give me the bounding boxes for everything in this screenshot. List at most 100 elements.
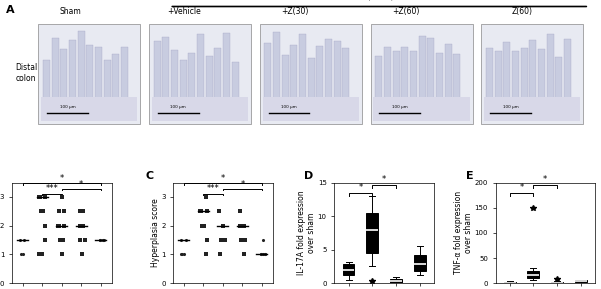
Bar [206, 56, 213, 99]
Bar [418, 36, 426, 99]
Bar [112, 54, 119, 99]
Point [220, 238, 230, 242]
Point [256, 252, 266, 257]
Bar [41, 97, 138, 121]
Bar [334, 41, 341, 99]
Point [195, 209, 205, 214]
Point [98, 238, 108, 242]
Point [218, 223, 228, 228]
Point [202, 209, 212, 214]
Text: 100 μm: 100 μm [59, 105, 75, 109]
Bar [373, 97, 469, 121]
Bar [264, 43, 272, 99]
Point [179, 252, 189, 257]
Point [56, 252, 66, 257]
Bar [215, 48, 221, 99]
Bar [410, 51, 417, 99]
Bar [263, 97, 359, 121]
Point [235, 223, 245, 228]
Bar [103, 60, 111, 99]
Text: *: * [382, 175, 386, 184]
Bar [453, 54, 460, 99]
Bar [384, 47, 391, 99]
Bar [188, 53, 195, 99]
Bar [273, 32, 280, 99]
Point [40, 223, 50, 228]
PathPatch shape [390, 279, 402, 283]
Bar [152, 97, 248, 121]
Point [196, 209, 206, 214]
Text: Sham: Sham [59, 7, 81, 16]
Text: *: * [240, 180, 245, 189]
Point [201, 195, 211, 199]
Text: 100 μm: 100 μm [502, 105, 518, 109]
Point [235, 209, 245, 214]
Point [55, 223, 64, 228]
Point [236, 238, 246, 242]
Point [20, 238, 29, 242]
Point [40, 195, 50, 199]
Point [99, 238, 109, 242]
Y-axis label: IL-17A fold expression
over sham: IL-17A fold expression over sham [297, 191, 316, 275]
Point [201, 252, 211, 257]
Bar [43, 60, 50, 99]
Point [256, 252, 266, 257]
PathPatch shape [551, 282, 563, 283]
Point [35, 195, 44, 199]
PathPatch shape [367, 213, 378, 253]
Point [38, 252, 47, 257]
Bar [436, 53, 443, 99]
Point [75, 238, 85, 242]
Point [201, 195, 211, 199]
Text: +Vehicle: +Vehicle [167, 7, 201, 16]
Point [236, 223, 246, 228]
Point [215, 209, 224, 214]
Text: Distal
colon: Distal colon [15, 63, 37, 83]
Text: *: * [59, 174, 64, 183]
Bar [260, 25, 362, 124]
Point [98, 238, 108, 242]
Bar [371, 25, 472, 124]
Bar [180, 60, 187, 99]
Point [96, 238, 105, 242]
Point [40, 238, 49, 242]
Point [75, 209, 85, 214]
Point [220, 238, 230, 242]
Bar [171, 50, 178, 99]
Bar [512, 51, 519, 99]
Bar [162, 37, 169, 99]
Point [218, 223, 228, 228]
Bar [308, 58, 315, 99]
Bar [529, 40, 536, 99]
Point [16, 238, 25, 242]
Text: +Z(60): +Z(60) [392, 7, 419, 16]
Bar [290, 45, 297, 99]
Point [34, 252, 43, 257]
Point [260, 252, 270, 257]
Text: *: * [519, 183, 523, 192]
Text: 100 μm: 100 μm [281, 105, 297, 109]
Point [16, 252, 26, 257]
Point [55, 209, 64, 214]
Point [34, 195, 44, 199]
Bar [343, 48, 350, 99]
Point [56, 238, 66, 242]
Bar [427, 38, 435, 99]
Text: *: * [79, 180, 84, 189]
Point [57, 195, 67, 199]
Text: D: D [305, 171, 314, 181]
Bar [154, 41, 160, 99]
Text: A: A [6, 5, 15, 15]
Bar [325, 39, 332, 99]
Point [258, 238, 268, 242]
Bar [60, 49, 67, 99]
Point [40, 195, 50, 199]
Text: ***: *** [207, 184, 219, 193]
Point [177, 238, 186, 242]
Bar [38, 25, 140, 124]
Point [237, 223, 247, 228]
PathPatch shape [413, 255, 426, 271]
Point [78, 252, 87, 257]
Text: 100 μm: 100 μm [392, 105, 407, 109]
Bar [520, 48, 528, 99]
